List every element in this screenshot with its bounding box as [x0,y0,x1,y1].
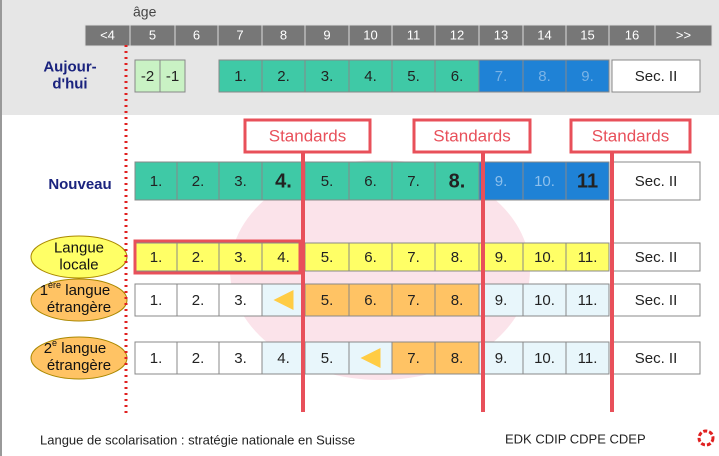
row-label: Nouveau [48,176,111,193]
cell-label: 2. [192,350,205,367]
cell-label: 1. [234,68,247,85]
cell-label: 1. [150,249,163,266]
row-label: locale [59,256,98,273]
age-label: 5 [149,27,156,42]
cell-label: -1 [166,68,179,85]
cell-label: 8. [449,170,466,192]
age-label: 9 [323,27,330,42]
cell-label: 8. [451,249,464,266]
cell-label: 7. [407,173,420,190]
cell-label: 8. [451,292,464,309]
age-label: 16 [625,27,639,42]
cell-label: 11. [578,292,598,309]
standard-label: Standards [269,126,347,145]
cell-label: -2 [141,68,154,85]
cell-label: 9. [581,68,594,85]
age-label: 7 [236,27,243,42]
cell-label: 10. [534,249,555,266]
cell-label: 7. [407,350,420,367]
cell-label: 7. [407,292,420,309]
age-label: 12 [450,27,464,42]
cell-label: 4. [275,170,292,192]
label-part: 2 [44,340,52,357]
cell-label: 5. [321,292,334,309]
cell-label: 6. [364,173,377,190]
age-label: 13 [494,27,508,42]
label-part: ère [48,280,61,290]
cell-label: 3. [234,350,247,367]
cell-label: Sec. II [635,249,678,266]
cell-label: 3. [234,249,247,266]
cell-label: 1. [150,173,163,190]
cell-label: 2. [192,249,205,266]
cell-label: 3. [234,292,247,309]
age-label: 10 [363,27,377,42]
cell-label: 4. [277,350,290,367]
top-band [0,0,719,115]
cell-label: 10. [534,350,555,367]
cell-label: Sec. II [635,350,678,367]
row-label: d'hui [52,75,87,92]
cell-label: 7. [495,68,508,85]
cell-label: 2. [277,68,290,85]
cell-label: 6. [451,68,464,85]
cell-label: 9. [495,350,508,367]
cell-label: 2. [192,292,205,309]
cell-label: 9. [495,173,508,190]
cell-label: 2. [192,173,205,190]
cell-label: 10. [534,173,555,190]
cell-label: 11. [578,249,598,266]
cell-label: Sec. II [635,173,678,190]
row-label: Langue [54,239,104,256]
cell-label: Sec. II [635,292,678,309]
standard-label: Standards [592,126,670,145]
cell-label: 4. [364,68,377,85]
cell-label: 8. [451,350,464,367]
age-label: 15 [580,27,594,42]
row-label: étrangère [47,299,111,316]
age-label: <4 [100,27,115,42]
slide: âge <45678910111213141516>> -2-11.2.3.4.… [0,0,719,456]
cell-label: Sec. II [635,68,678,85]
cell-label: 5. [407,68,420,85]
cell-label: 10. [534,292,555,309]
age-label: 11 [407,27,421,42]
label-part: 1 [40,282,48,299]
cell-label: 6. [364,249,377,266]
age-label: âge [133,4,157,20]
row-label: Aujour- [43,58,96,75]
label-part: langue [61,282,110,299]
age-label: 8 [280,27,287,42]
cell-label: 1. [150,292,163,309]
footer-orgs: EDK CDIP CDPE CDEP [505,431,646,446]
footer-title: Langue de scolarisation : stratégie nati… [40,432,355,447]
cell-label: 6. [364,292,377,309]
cell-label: 7. [407,249,420,266]
row-label: étrangère [47,357,111,374]
left-edge [0,0,2,456]
cell-label: 3. [234,173,247,190]
cell-label: 9. [495,292,508,309]
cell-label: 5. [321,173,334,190]
cell-label: 3. [321,68,334,85]
age-label: 14 [537,27,551,42]
cell-label: 8. [538,68,551,85]
cell-label: 5. [321,249,334,266]
cell-label: 1. [150,350,163,367]
age-label: 6 [193,27,200,42]
cell-label: 9. [495,249,508,266]
cell-label: 11 [577,170,598,192]
cell-label: 5. [321,350,334,367]
standard-label: Standards [433,126,511,145]
cell-label: 4. [277,249,290,266]
age-label: >> [676,27,691,42]
cell-label: 11. [578,350,598,367]
label-part: langue [57,340,106,357]
